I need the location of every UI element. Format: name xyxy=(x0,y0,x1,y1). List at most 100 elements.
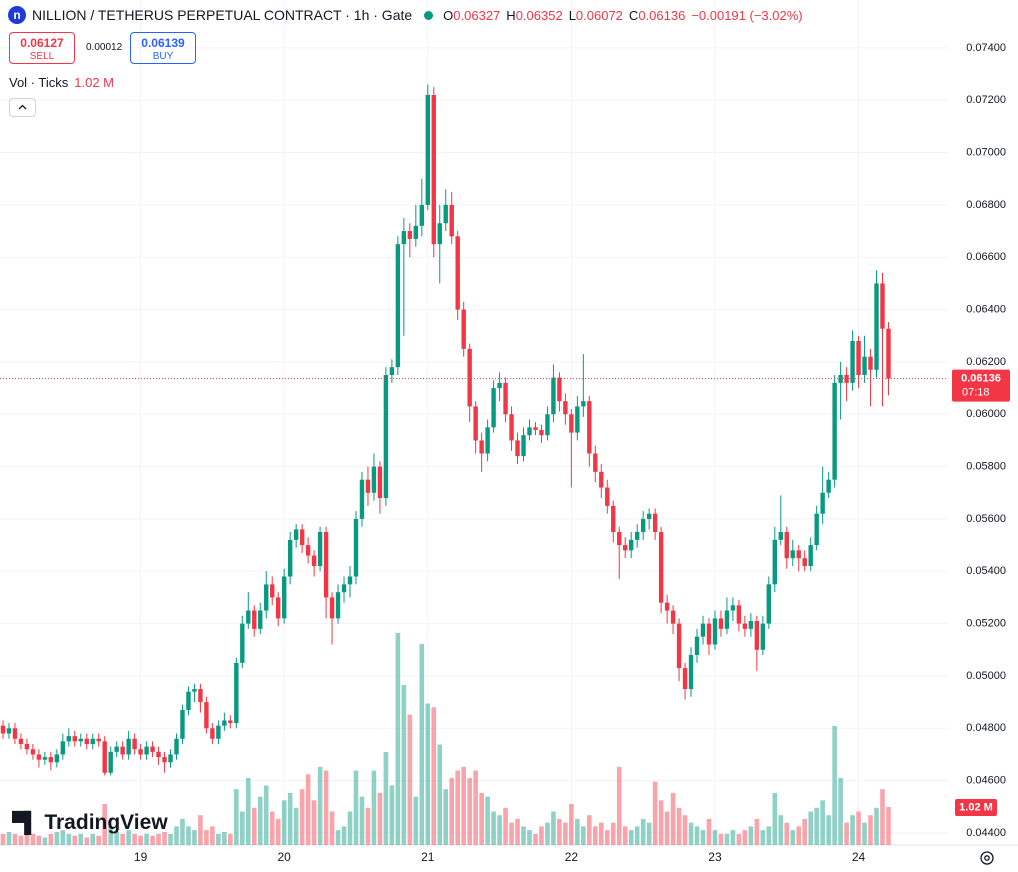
candle-body xyxy=(18,738,24,744)
volume-bar xyxy=(682,815,688,845)
price-change: −0.00191 (−3.02%) xyxy=(691,7,803,23)
candle-body xyxy=(371,466,377,493)
settings-icon[interactable] xyxy=(980,851,994,865)
candle-body xyxy=(132,738,137,750)
candle-body xyxy=(180,709,185,739)
volume-bar xyxy=(431,707,437,845)
candle-body xyxy=(419,204,425,226)
candle-body xyxy=(216,725,221,739)
volume-bar xyxy=(545,822,550,845)
volume-bar xyxy=(670,792,676,845)
volume-bar xyxy=(204,830,209,845)
candle-body xyxy=(521,435,526,457)
ohlc-key: H xyxy=(506,8,516,23)
candle-body xyxy=(868,356,873,370)
volume-bar xyxy=(168,833,173,845)
candle-body xyxy=(790,550,795,559)
candle-body xyxy=(66,736,72,742)
candle-body xyxy=(742,623,748,629)
x-tick-label: 20 xyxy=(278,850,292,864)
volume-bar xyxy=(42,837,48,845)
symbol-logo: n xyxy=(8,6,26,24)
y-tick-label: 0.05400 xyxy=(966,565,1006,577)
volume-bar xyxy=(652,781,658,845)
candle-body xyxy=(42,757,48,760)
volume-bar xyxy=(251,807,257,845)
volume-bar xyxy=(60,830,66,845)
volume-bar xyxy=(622,826,628,845)
candle-body xyxy=(252,610,257,629)
volume-bar xyxy=(401,684,407,845)
x-tick-label: 22 xyxy=(565,850,579,864)
candle-body xyxy=(575,406,580,433)
volume-bar xyxy=(772,792,778,845)
volume-bar xyxy=(54,831,60,845)
candle-body xyxy=(700,623,706,637)
symbol-title[interactable]: NILLION / TETHERUS PERPETUAL CONTRACT · … xyxy=(32,7,413,23)
ohlc-key: C xyxy=(628,8,639,23)
volume-bar xyxy=(383,751,389,845)
ohlc-value: 0.06072 xyxy=(575,8,623,23)
y-tick-label: 0.07200 xyxy=(966,94,1006,106)
candle-body xyxy=(634,532,640,540)
volume-bar xyxy=(461,766,466,845)
candle-body xyxy=(557,377,562,402)
volume-bar xyxy=(389,785,395,845)
buy-button[interactable]: 0.06139 BUY xyxy=(130,32,196,64)
candle-body xyxy=(748,620,754,629)
volume-bar xyxy=(198,815,203,845)
volume-bar xyxy=(509,822,514,845)
volume-bar xyxy=(222,831,227,845)
candle-body xyxy=(383,375,389,498)
candle-body xyxy=(527,427,532,436)
volume-bar xyxy=(18,835,24,845)
volume-bar xyxy=(281,800,287,845)
y-tick-label: 0.07000 xyxy=(966,146,1006,158)
volume-bar xyxy=(868,815,873,845)
volume-bar xyxy=(676,807,682,845)
volume-bar xyxy=(84,837,90,845)
candle-body xyxy=(623,545,628,551)
volume-bar xyxy=(587,815,592,845)
volume-bar xyxy=(569,804,574,845)
volume-bar xyxy=(581,826,586,845)
volume-bar xyxy=(12,833,18,845)
candle-body xyxy=(114,746,119,752)
volume-bar xyxy=(144,833,149,845)
candle-body xyxy=(784,532,789,559)
candle-body xyxy=(682,668,688,690)
volume-bar xyxy=(353,770,359,845)
chevron-icon xyxy=(18,104,27,110)
countdown: 07:18 xyxy=(962,387,990,399)
sell-button[interactable]: 0.06127 SELL xyxy=(9,32,75,64)
collapse-button[interactable] xyxy=(9,98,36,117)
candle-body xyxy=(126,738,131,755)
volume-bar xyxy=(503,807,508,845)
candle-body xyxy=(264,584,269,611)
candle-body xyxy=(443,204,448,224)
candle-body xyxy=(796,550,801,559)
candle-body xyxy=(718,618,724,629)
ohlc-item: C0.06136 xyxy=(629,8,685,23)
volume-bar xyxy=(449,777,455,845)
candle-body xyxy=(629,539,634,551)
volume-bar xyxy=(850,815,855,845)
buy-label: BUY xyxy=(152,51,174,62)
candle-body xyxy=(497,382,502,389)
volume-bar xyxy=(742,830,748,845)
volume-bar xyxy=(754,818,760,845)
candle-body xyxy=(778,532,783,540)
volume-bar xyxy=(407,714,413,845)
volume-bar xyxy=(575,818,580,845)
volume-bar xyxy=(174,826,179,845)
volume-bar xyxy=(341,826,347,845)
volume-bar xyxy=(760,830,766,845)
volume-bar xyxy=(126,830,131,845)
candle-body xyxy=(317,532,323,567)
candle-body xyxy=(162,757,167,763)
y-tick-label: 0.05600 xyxy=(966,513,1006,525)
candle-body xyxy=(587,401,592,454)
volume-bar xyxy=(455,770,460,845)
volume-bar xyxy=(557,818,562,845)
candle-body xyxy=(395,244,401,368)
